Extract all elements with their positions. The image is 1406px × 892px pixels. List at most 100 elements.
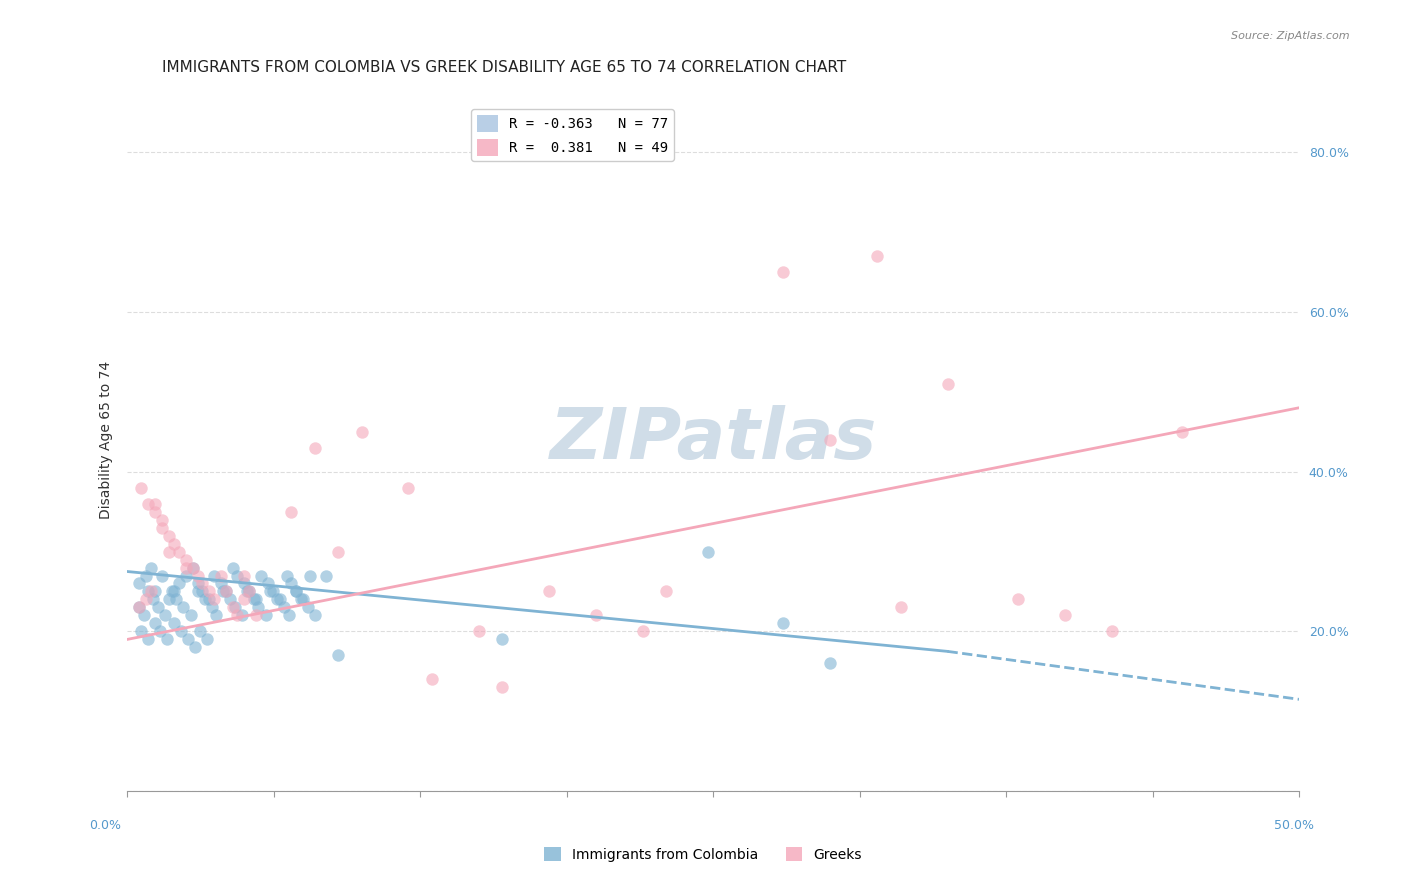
Point <box>491 632 513 647</box>
Point <box>174 560 197 574</box>
Point <box>145 505 167 519</box>
Point <box>231 608 253 623</box>
Point <box>212 584 235 599</box>
Point <box>149 624 172 639</box>
Point <box>138 584 160 599</box>
Point <box>538 584 561 599</box>
Text: 0.0%: 0.0% <box>90 819 121 831</box>
Point <box>142 592 165 607</box>
Point <box>187 568 209 582</box>
Point <box>222 600 245 615</box>
Point <box>139 584 162 599</box>
Point <box>198 592 221 607</box>
Point <box>180 608 202 623</box>
Point <box>174 552 197 566</box>
Point <box>328 544 350 558</box>
Point <box>1053 608 1076 623</box>
Point <box>131 624 153 639</box>
Point <box>194 592 217 607</box>
Point <box>167 544 190 558</box>
Point <box>1007 592 1029 607</box>
Point <box>254 608 277 623</box>
Point <box>247 600 270 615</box>
Point <box>1101 624 1123 639</box>
Point <box>145 497 167 511</box>
Point <box>266 592 288 607</box>
Point <box>1171 425 1194 439</box>
Point <box>202 568 225 582</box>
Point <box>245 608 267 623</box>
Point <box>132 608 155 623</box>
Point <box>226 608 249 623</box>
Point <box>304 608 326 623</box>
Point <box>276 568 298 582</box>
Point <box>491 681 513 695</box>
Point <box>280 505 302 519</box>
Text: Source: ZipAtlas.com: Source: ZipAtlas.com <box>1232 31 1350 41</box>
Point <box>201 600 224 615</box>
Point <box>152 568 174 582</box>
Point <box>181 560 204 574</box>
Point <box>135 568 157 582</box>
Point <box>257 576 280 591</box>
Point <box>128 576 150 591</box>
Point <box>156 632 179 647</box>
Point <box>655 584 678 599</box>
Text: ZIPatlas: ZIPatlas <box>550 405 877 475</box>
Point <box>280 576 302 591</box>
Point <box>299 568 322 582</box>
Point <box>131 481 153 495</box>
Point <box>205 608 228 623</box>
Point <box>285 584 308 599</box>
Point <box>195 632 218 647</box>
Point <box>159 544 181 558</box>
Legend: Immigrants from Colombia, Greeks: Immigrants from Colombia, Greeks <box>538 841 868 867</box>
Point <box>166 592 188 607</box>
Point <box>198 584 221 599</box>
Point <box>163 584 186 599</box>
Point <box>772 616 794 631</box>
Point <box>152 520 174 534</box>
Point <box>138 632 160 647</box>
Point <box>238 584 260 599</box>
Point <box>174 568 197 582</box>
Point <box>146 600 169 615</box>
Point <box>269 592 291 607</box>
Point <box>170 624 193 639</box>
Point <box>262 584 284 599</box>
Text: 50.0%: 50.0% <box>1274 819 1313 831</box>
Point <box>224 600 246 615</box>
Point <box>772 265 794 279</box>
Point <box>209 568 232 582</box>
Point <box>159 592 181 607</box>
Point <box>145 584 167 599</box>
Point <box>285 584 308 599</box>
Point <box>128 600 150 615</box>
Point <box>259 584 281 599</box>
Point <box>245 592 267 607</box>
Point <box>243 592 266 607</box>
Point <box>585 608 607 623</box>
Point <box>191 576 214 591</box>
Point <box>128 600 150 615</box>
Point <box>159 528 181 542</box>
Point <box>215 584 238 599</box>
Point <box>160 584 183 599</box>
Point <box>202 592 225 607</box>
Point <box>215 584 238 599</box>
Point <box>420 673 443 687</box>
Point <box>145 616 167 631</box>
Point <box>398 481 420 495</box>
Point <box>936 376 959 391</box>
Point <box>278 608 301 623</box>
Point <box>890 600 912 615</box>
Point <box>328 648 350 663</box>
Point <box>173 600 195 615</box>
Point <box>233 592 256 607</box>
Point <box>315 568 337 582</box>
Point <box>233 568 256 582</box>
Point <box>866 249 889 263</box>
Point <box>236 584 259 599</box>
Point <box>222 560 245 574</box>
Point <box>273 600 295 615</box>
